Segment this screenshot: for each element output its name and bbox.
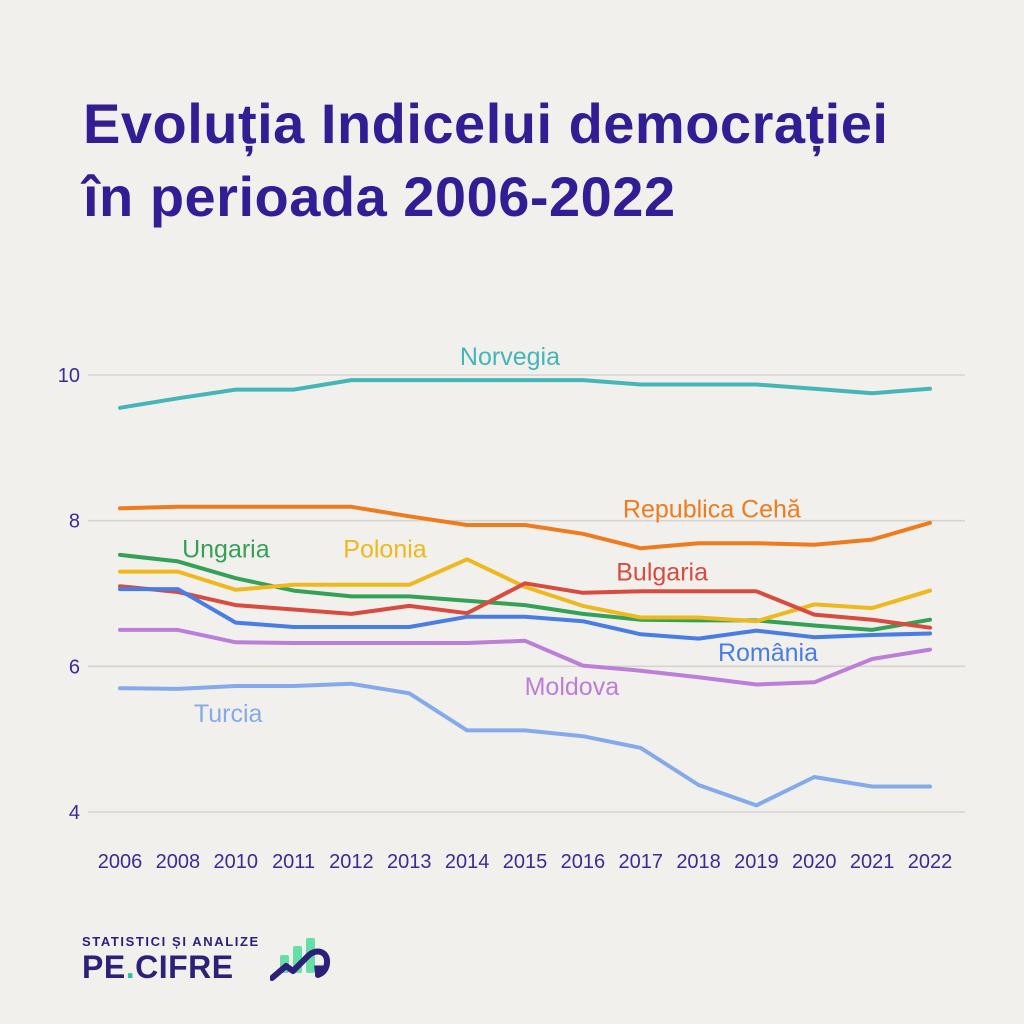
- x-tick-label-2011: 2011: [272, 851, 315, 873]
- series-label-ungaria: Ungaria: [182, 535, 270, 563]
- x-tick-label-2014: 2014: [445, 851, 490, 873]
- page-title-line1: Evoluția Indicelui democrației: [83, 92, 889, 155]
- page-title: Evoluția Indicelui democrației în perioa…: [83, 88, 983, 234]
- x-tick-label-2010: 2010: [213, 851, 258, 873]
- x-tick-label-2019: 2019: [734, 851, 779, 873]
- page-title-line2: în perioada 2006-2022: [83, 164, 676, 228]
- series-label-bulgaria: Bulgaria: [616, 559, 708, 587]
- x-tick-label-2022: 2022: [908, 851, 953, 873]
- x-tick-label-2020: 2020: [792, 851, 837, 873]
- logo: STATISTICI ȘI ANALIZE PE.CIFRE: [82, 933, 332, 983]
- series-label-norvegia: Norvegia: [460, 343, 560, 371]
- x-tick-label-2012: 2012: [329, 851, 374, 873]
- x-tick-label-2018: 2018: [676, 851, 721, 873]
- logo-brand-dot: .: [125, 949, 136, 985]
- logo-text: STATISTICI ȘI ANALIZE PE.CIFRE: [82, 934, 260, 983]
- y-tick-label-4: 4: [69, 802, 80, 824]
- series-line-ungaria: [118, 552, 932, 632]
- series-label-moldova: Moldova: [525, 673, 620, 701]
- y-tick-label-6: 6: [69, 656, 80, 678]
- logo-brand-pe: PE: [82, 949, 126, 985]
- series-line-republica-ceha: [118, 504, 932, 551]
- series-label-romania: România: [718, 639, 818, 667]
- bar-chart-arrow-icon: [269, 938, 330, 981]
- x-tick-label-2015: 2015: [503, 851, 548, 873]
- series-line-bulgaria: [118, 581, 932, 630]
- logo-brand: PE.CIFRE: [82, 951, 260, 983]
- x-tick-label-2021: 2021: [850, 851, 895, 873]
- series-line-turcia: [118, 681, 932, 808]
- y-tick-label-8: 8: [69, 511, 80, 533]
- series-line-polonia: [118, 557, 932, 624]
- series-line-romania: [118, 587, 932, 641]
- series-label-turcia: Turcia: [194, 700, 263, 728]
- x-tick-label-2013: 2013: [387, 851, 432, 873]
- x-tick-label-2017: 2017: [618, 851, 663, 873]
- series-label-polonia: Polonia: [343, 535, 426, 563]
- logo-tagline: STATISTICI ȘI ANALIZE: [82, 934, 260, 949]
- y-tick-label-10: 10: [58, 365, 80, 387]
- x-tick-label-2008: 2008: [156, 851, 201, 873]
- series-label-republica-ceha: Republica Cehă: [623, 495, 801, 523]
- x-tick-label-2006: 2006: [98, 851, 143, 873]
- logo-brand-cifre: CIFRE: [135, 949, 234, 985]
- x-tick-label-2016: 2016: [561, 851, 606, 873]
- series-line-norvegia: [118, 378, 932, 410]
- series-line-moldova: [118, 627, 932, 687]
